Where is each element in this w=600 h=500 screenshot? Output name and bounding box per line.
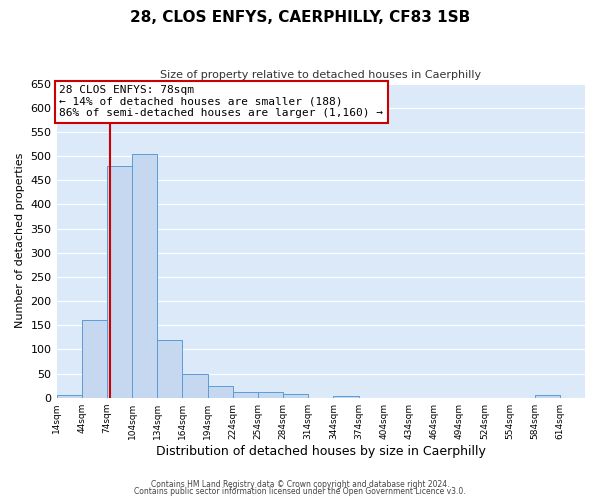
Text: Contains HM Land Registry data © Crown copyright and database right 2024.: Contains HM Land Registry data © Crown c… <box>151 480 449 489</box>
Bar <box>82 320 107 398</box>
Title: Size of property relative to detached houses in Caerphilly: Size of property relative to detached ho… <box>160 70 481 80</box>
Bar <box>132 154 157 398</box>
Y-axis label: Number of detached properties: Number of detached properties <box>15 153 25 328</box>
Bar <box>182 374 208 398</box>
Text: 28, CLOS ENFYS, CAERPHILLY, CF83 1SB: 28, CLOS ENFYS, CAERPHILLY, CF83 1SB <box>130 10 470 25</box>
Bar <box>334 396 359 398</box>
Bar <box>56 396 82 398</box>
Bar <box>535 396 560 398</box>
X-axis label: Distribution of detached houses by size in Caerphilly: Distribution of detached houses by size … <box>156 444 486 458</box>
Text: 28 CLOS ENFYS: 78sqm
← 14% of detached houses are smaller (188)
86% of semi-deta: 28 CLOS ENFYS: 78sqm ← 14% of detached h… <box>59 85 383 118</box>
Bar <box>283 394 308 398</box>
Bar <box>107 166 132 398</box>
Bar <box>258 392 283 398</box>
Bar <box>233 392 258 398</box>
Bar <box>208 386 233 398</box>
Text: Contains public sector information licensed under the Open Government Licence v3: Contains public sector information licen… <box>134 487 466 496</box>
Bar <box>157 340 182 398</box>
